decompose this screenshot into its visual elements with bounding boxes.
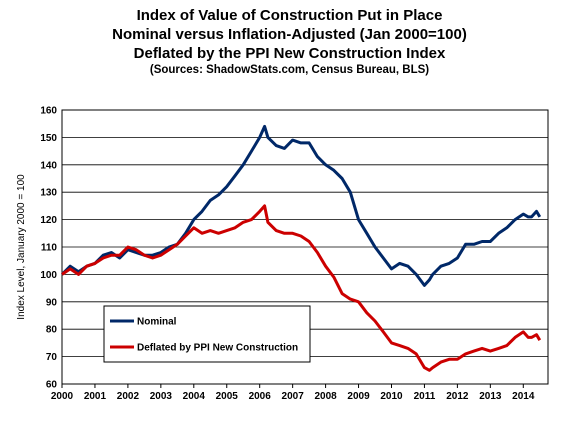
- x-tick-label: 2014: [512, 391, 535, 402]
- x-tick-label: 2001: [84, 391, 107, 402]
- x-axis-ticks: 2000 2001 2002 2003 2004 2005 2006 2007 2008 2009…: [51, 384, 535, 402]
- plot-frame: [61, 109, 549, 385]
- x-tick-label: 2003: [150, 391, 173, 402]
- legend: Nominal Deflated by PPI New Construction: [103, 305, 311, 363]
- x-tick-label: 2012: [446, 391, 469, 402]
- y-tick-label: 80: [46, 325, 58, 336]
- y-axis-ticks: 60 70 80 90 100 110 120 130 140 150 160: [40, 106, 57, 391]
- x-tick-label: 2002: [117, 391, 140, 402]
- y-tick-label: 70: [46, 352, 58, 363]
- x-tick-label: 2009: [347, 391, 370, 402]
- series-lines: [60, 124, 542, 372]
- y-tick-label: 110: [41, 243, 58, 254]
- x-tick-label: 2007: [282, 391, 305, 402]
- x-tick-label: 2006: [249, 391, 272, 402]
- y-tick-label: 130: [40, 188, 57, 199]
- y-tick-label: 150: [40, 133, 57, 144]
- y-tick-label: 120: [40, 215, 57, 226]
- x-tick-label: 2013: [479, 391, 502, 402]
- x-tick-label: 2004: [183, 391, 206, 402]
- y-axis-label: Index Level, January 2000 = 100: [16, 174, 27, 320]
- chart-titles: Index of Value of Construction Put in Pl…: [0, 6, 579, 78]
- series-line-deflated: [61, 204, 542, 372]
- chart-title: Index of Value of Construction Put in Pl…: [136, 7, 443, 24]
- chart-subtitle: Nominal versus Inflation-Adjusted (Jan 2…: [112, 26, 467, 43]
- y-tick-label: 60: [46, 380, 58, 391]
- series-line-nominal: [60, 124, 542, 287]
- y-tick-label: 160: [40, 106, 57, 117]
- legend-box: [103, 305, 311, 363]
- legend-label: Nominal: [137, 317, 177, 328]
- x-tick-label: 2000: [51, 391, 74, 402]
- x-tick-label: 2005: [216, 391, 239, 402]
- chart-sources: (Sources: ShadowStats.com, Census Bureau…: [149, 64, 430, 76]
- x-tick-label: 2011: [414, 391, 436, 402]
- y-tick-label: 90: [46, 297, 58, 308]
- y-tick-label: 140: [40, 160, 57, 171]
- legend-label: Deflated by PPI New Construction: [137, 343, 298, 354]
- x-tick-label: 2010: [380, 391, 403, 402]
- chart-subtitle-2: Deflated by the PPI New Construction Ind…: [133, 45, 446, 62]
- x-tick-label: 2008: [314, 391, 337, 402]
- y-tick-label: 100: [40, 270, 57, 281]
